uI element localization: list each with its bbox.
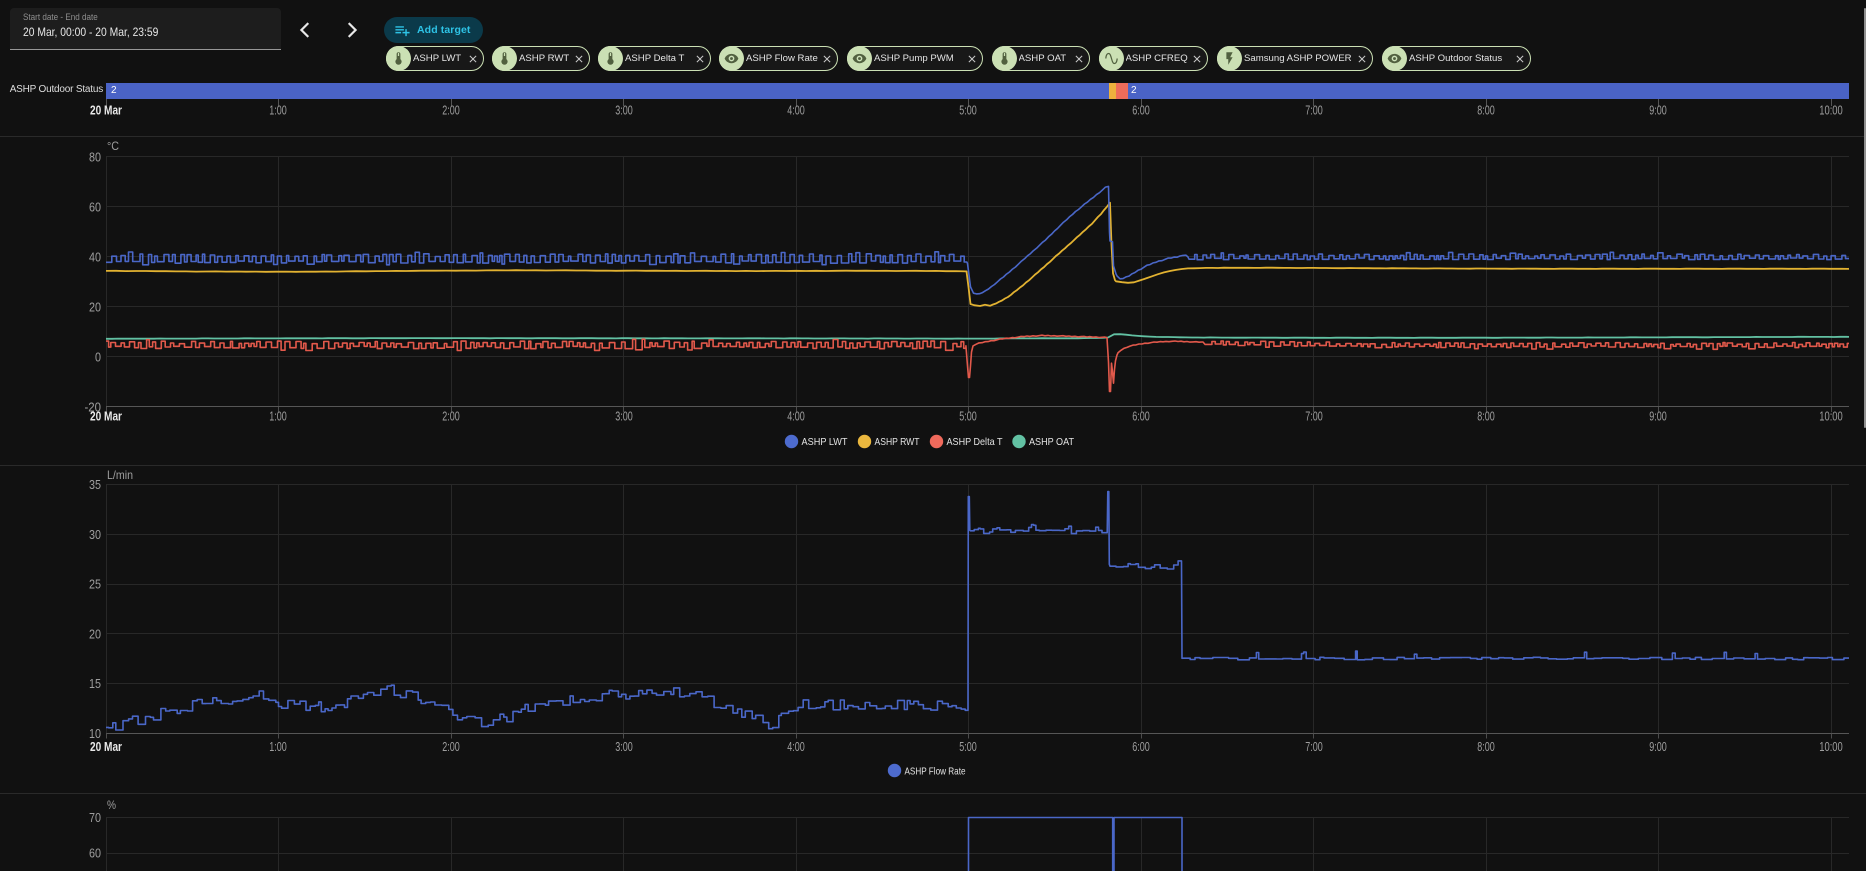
- svg-text:%: %: [107, 798, 116, 812]
- svg-text:5:00: 5:00: [959, 409, 977, 424]
- svg-text:ASHP RWT: ASHP RWT: [875, 436, 920, 448]
- svg-text:10:00: 10:00: [1819, 103, 1843, 118]
- svg-text:4:00: 4:00: [787, 409, 805, 424]
- svg-text:2:00: 2:00: [442, 409, 460, 424]
- svg-text:5:00: 5:00: [959, 103, 977, 118]
- svg-text:25: 25: [89, 577, 101, 592]
- svg-text:9:00: 9:00: [1649, 409, 1667, 424]
- svg-text:20: 20: [89, 626, 101, 641]
- svg-text:60: 60: [89, 846, 101, 861]
- svg-text:7:00: 7:00: [1305, 103, 1323, 118]
- svg-text:20 Mar: 20 Mar: [90, 103, 122, 118]
- svg-text:30: 30: [89, 527, 101, 542]
- svg-text:10:00: 10:00: [1819, 739, 1843, 754]
- svg-text:6:00: 6:00: [1132, 103, 1150, 118]
- svg-text:-20: -20: [85, 400, 102, 415]
- svg-text:0: 0: [95, 350, 101, 365]
- svg-text:8:00: 8:00: [1477, 739, 1495, 754]
- svg-text:°C: °C: [107, 139, 119, 153]
- svg-text:ASHP Delta T: ASHP Delta T: [947, 436, 1003, 448]
- svg-text:2:00: 2:00: [442, 103, 460, 118]
- svg-text:20 Mar: 20 Mar: [90, 739, 122, 754]
- svg-text:3:00: 3:00: [615, 103, 633, 118]
- svg-text:80: 80: [89, 150, 101, 165]
- svg-text:70: 70: [89, 810, 101, 825]
- svg-text:7:00: 7:00: [1305, 409, 1323, 424]
- svg-text:3:00: 3:00: [615, 739, 633, 754]
- svg-text:4:00: 4:00: [787, 103, 805, 118]
- svg-text:1:00: 1:00: [269, 103, 287, 118]
- svg-text:4:00: 4:00: [787, 739, 805, 754]
- svg-text:L/min: L/min: [107, 468, 133, 482]
- svg-text:10: 10: [89, 726, 101, 741]
- svg-text:7:00: 7:00: [1305, 739, 1323, 754]
- svg-text:5:00: 5:00: [959, 739, 977, 754]
- svg-text:60: 60: [89, 200, 101, 215]
- svg-text:20: 20: [89, 300, 101, 315]
- svg-text:ASHP Flow Rate: ASHP Flow Rate: [905, 766, 966, 778]
- svg-text:2:00: 2:00: [442, 739, 460, 754]
- svg-text:9:00: 9:00: [1649, 739, 1667, 754]
- svg-text:1:00: 1:00: [269, 739, 287, 754]
- svg-text:15: 15: [89, 676, 101, 691]
- svg-text:8:00: 8:00: [1477, 409, 1495, 424]
- svg-text:35: 35: [89, 477, 101, 492]
- svg-text:6:00: 6:00: [1132, 739, 1150, 754]
- svg-text:8:00: 8:00: [1477, 103, 1495, 118]
- svg-text:40: 40: [89, 250, 101, 265]
- svg-text:9:00: 9:00: [1649, 103, 1667, 118]
- svg-text:ASHP OAT: ASHP OAT: [1029, 436, 1074, 448]
- svg-text:ASHP LWT: ASHP LWT: [802, 436, 848, 448]
- svg-text:20 Mar: 20 Mar: [90, 409, 122, 424]
- svg-text:1:00: 1:00: [269, 409, 287, 424]
- svg-text:3:00: 3:00: [615, 409, 633, 424]
- svg-text:10:00: 10:00: [1819, 409, 1843, 424]
- svg-text:6:00: 6:00: [1132, 409, 1150, 424]
